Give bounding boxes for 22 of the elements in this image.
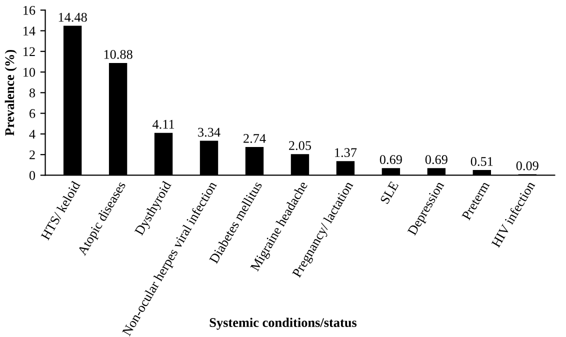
data-label: 2.74 — [244, 134, 266, 143]
y-tick-label: 12 — [24, 47, 35, 56]
data-label: 0.09 — [516, 161, 538, 170]
y-tick-label: 0 — [29, 171, 36, 180]
y-axis-title: Prevalence (%) — [4, 50, 17, 136]
data-label: 4.11 — [152, 120, 174, 129]
data-label: 2.05 — [289, 141, 312, 150]
y-tick-label: 8 — [29, 88, 36, 98]
data-label: 14.48 — [58, 12, 87, 22]
data-label: 0.51 — [470, 157, 493, 166]
data-label: 0.69 — [380, 155, 402, 164]
x-axis-title: Systemic conditions/status — [210, 318, 357, 330]
y-tick-label: 16 — [24, 6, 36, 15]
y-tick-label: 14 — [24, 26, 36, 36]
y-tick-label: 2 — [30, 150, 35, 160]
data-label: 10.88 — [104, 50, 132, 59]
y-tick-label: 10 — [24, 68, 36, 77]
data-label: 3.34 — [198, 128, 220, 137]
data-label: 1.37 — [335, 148, 357, 158]
data-label: 0.69 — [425, 155, 448, 164]
y-tick-label: 4 — [29, 130, 36, 139]
y-tick-label: 6 — [30, 109, 36, 118]
